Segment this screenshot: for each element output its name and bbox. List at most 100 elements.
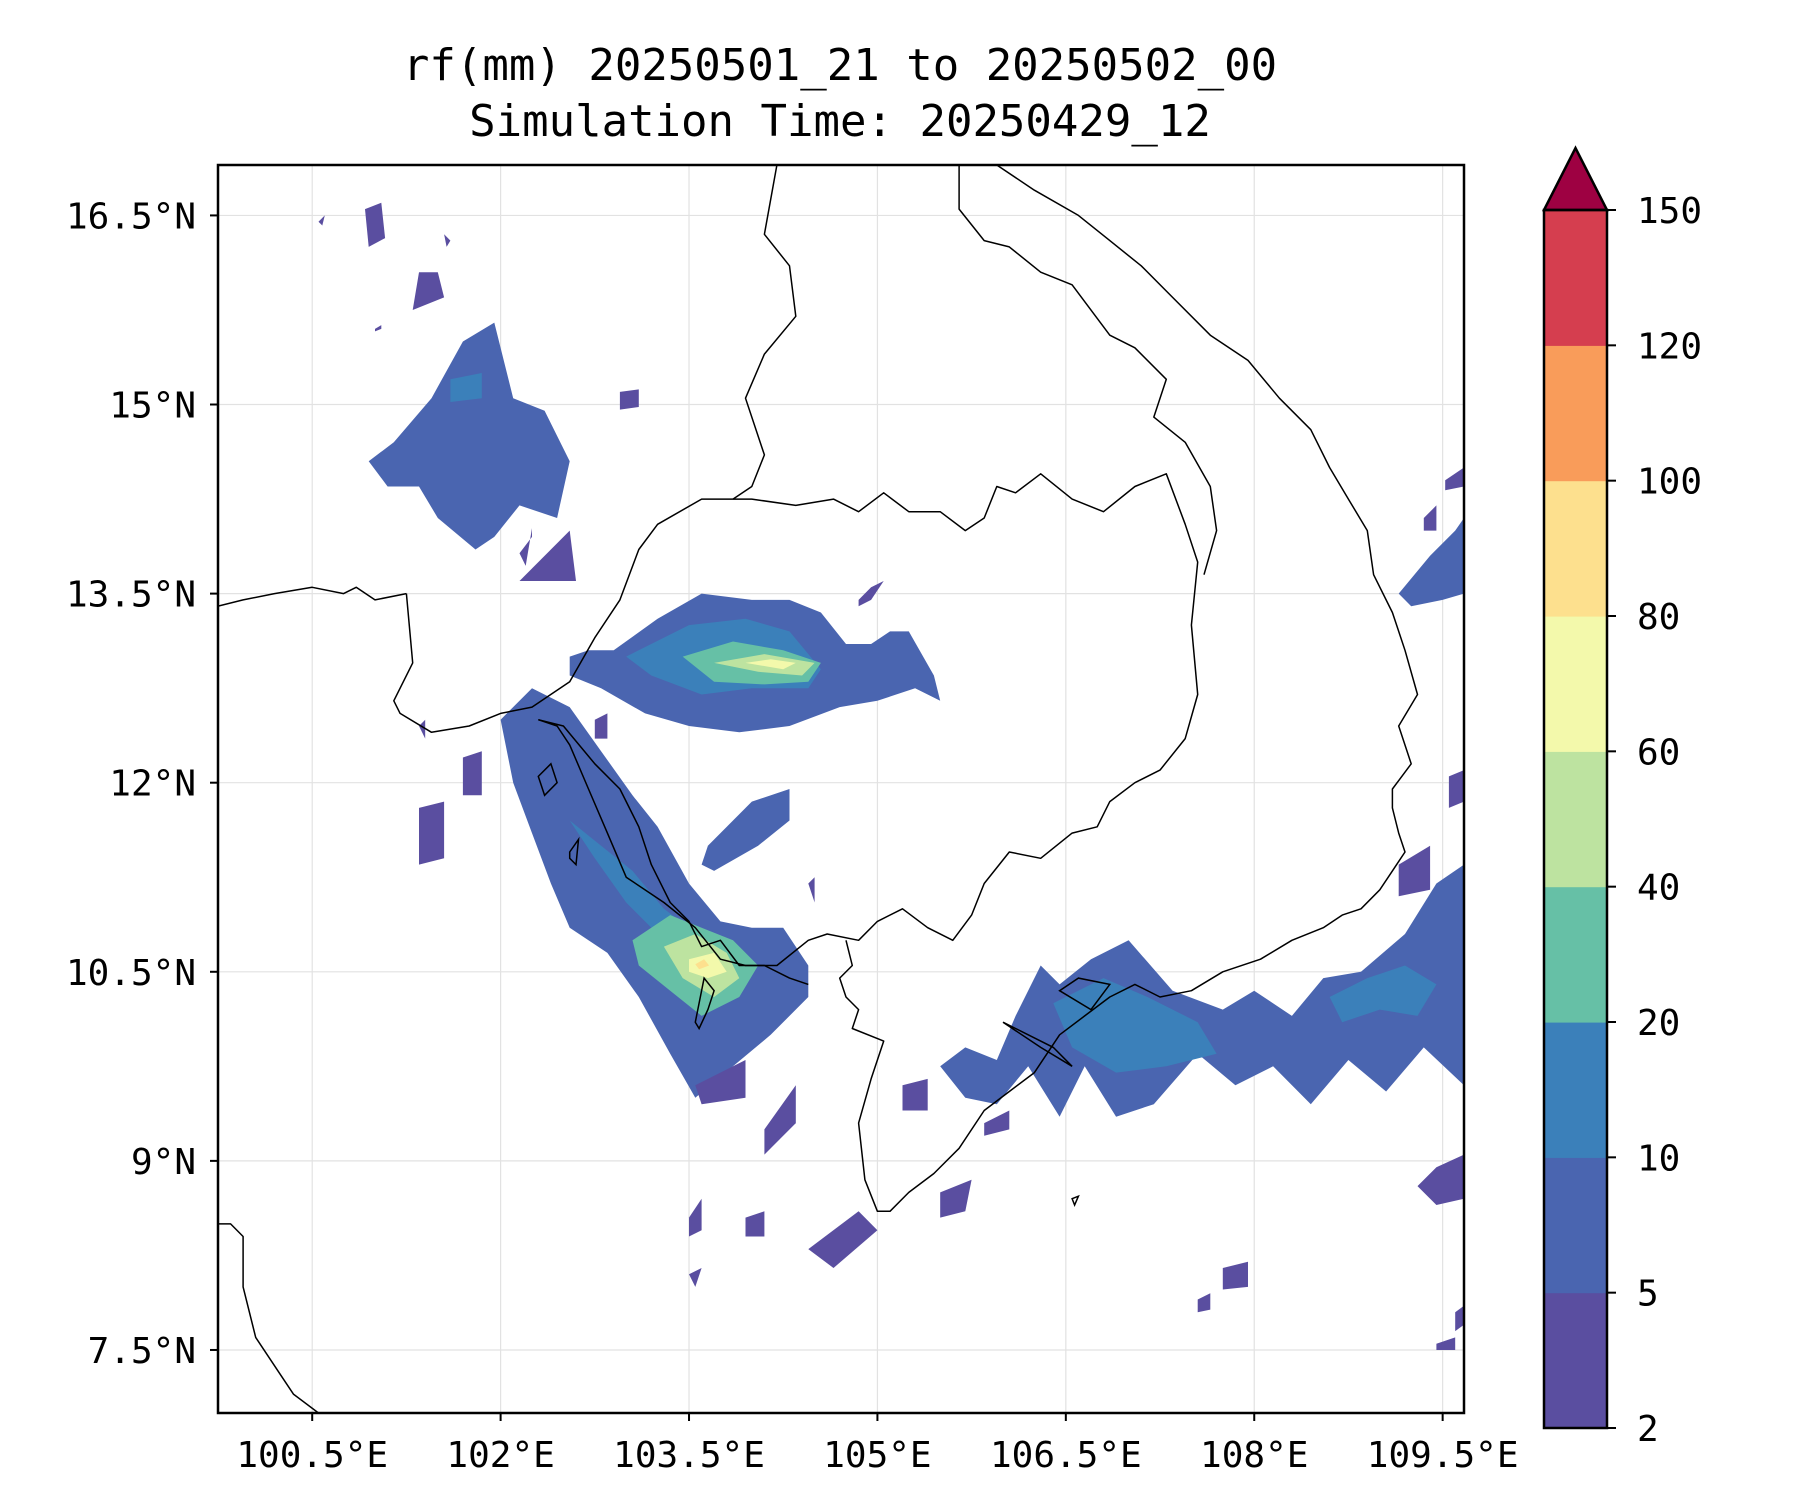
figure-subtitle: Simulation Time: 20250429_12 [469,96,1211,147]
colorbar-segment [1544,886,1607,1023]
map-area: 100.5°E 102°E 103.5°E 105°E 106.5°E 108°E 109.… [66,163,1519,1476]
rain-area [619,389,639,410]
rain-area [1329,965,1437,1023]
island-outline [1058,977,1112,1011]
rain-area [1436,1337,1456,1350]
colorbar-segment [1544,480,1607,617]
rain-area [745,1211,765,1237]
lat-tick-label: 7.5°N [88,1331,196,1372]
colorbar-tick-label: 40 [1637,868,1680,909]
rain-area [1398,845,1431,897]
rain-area [375,325,382,332]
lat-tick-label: 12°N [109,764,196,805]
rain-area [940,864,1464,1117]
rain-area [689,1198,702,1237]
island-outline [537,762,558,797]
lon-tick-label: 103.5°E [613,1435,765,1476]
lon-tick-label: 102°E [446,1435,554,1476]
rain-area [462,751,482,796]
rain-area [689,1268,702,1287]
rain-area [318,215,325,226]
lat-tick-label: 10.5°N [66,953,196,994]
rain-area [808,1211,878,1268]
colorbar-segment [1544,616,1607,752]
rain-area [701,789,790,871]
rain-area [412,272,445,310]
colorbar: 2 5 10 20 40 60 80 100 120 150 [1541,145,1702,1450]
colorbar-segment [1544,210,1607,346]
map-frame [216,163,1466,1415]
rain-area [368,322,570,550]
colorbar-extend-arrow [1541,145,1610,212]
rain-area [764,1085,796,1155]
rain-area [695,959,710,970]
colorbar-frame [1542,208,1609,1430]
rain-area [1445,467,1464,491]
rain-area [1455,1305,1464,1332]
coastline [218,1223,319,1413]
colorbar-tick-label: 80 [1637,597,1680,638]
rain-area [594,713,608,739]
graticule [218,165,1464,1413]
island-outline [1071,1194,1080,1207]
colorbar-tick-label: 100 [1637,462,1702,503]
country-border [732,165,797,500]
rain-area [1417,1154,1464,1205]
colorbar-tick-label: 2 [1637,1409,1659,1450]
country-border [958,165,1218,575]
colorbar-segments [1541,145,1610,1430]
colorbar-tick-label: 150 [1637,191,1702,232]
rain-area [940,1179,972,1218]
latitude-axis: 16.5°N 15°N 13.5°N 12°N 10.5°N 9°N 7.5°N [66,196,218,1372]
colorbar-segment [1544,751,1607,888]
rain-area [695,1060,746,1105]
lat-tick-label: 13.5°N [66,575,196,616]
lon-tick-label: 105°E [823,1435,931,1476]
colorbar-tick-label: 20 [1637,1003,1680,1044]
rain-area [1053,978,1217,1073]
rainfall-contours [318,202,1464,1350]
rain-area [808,877,815,903]
rain-area [1448,770,1464,808]
lon-tick-label: 109.5°E [1367,1435,1519,1476]
longitude-axis: 100.5°E 102°E 103.5°E 105°E 106.5°E 108°E 109.… [236,1413,1519,1476]
figure-title: rf(mm) 20250501_21 to 20250502_00 [403,40,1277,91]
lon-tick-label: 100.5°E [236,1435,388,1476]
colorbar-segment [1544,1292,1607,1429]
rain-area [745,659,796,670]
colorbar-segment [1544,1022,1607,1158]
country-border [218,586,407,607]
colorbar-segment [1544,345,1607,482]
map-background [218,165,1464,1413]
colorbar-ticks: 2 5 10 20 40 60 80 100 120 150 [1607,191,1702,1450]
country-border [393,473,1199,967]
rain-area [365,202,386,247]
coastline [538,718,809,986]
rain-area [984,1110,1010,1136]
rain-area [1222,1261,1248,1290]
island-outline [568,836,580,867]
geographic-lines [218,165,1419,1413]
coastline [838,165,1419,1213]
colorbar-segment [1544,1157,1607,1294]
lat-tick-label: 16.5°N [66,196,196,237]
island-outline [1002,1021,1073,1067]
lon-tick-label: 108°E [1200,1435,1308,1476]
lon-tick-label: 106.5°E [990,1435,1142,1476]
rain-area [1398,518,1464,607]
colorbar-tick-label: 120 [1637,326,1702,367]
rain-area [519,528,532,566]
rain-area [519,530,576,581]
colorbar-tick-label: 10 [1637,1138,1680,1179]
rain-area [444,234,451,247]
rain-area [450,373,482,402]
rain-area [902,1078,928,1111]
rain-area [858,581,884,607]
island-outline [694,976,715,1031]
lat-tick-label: 15°N [109,386,196,427]
rain-area [1197,1293,1211,1313]
colorbar-tick-label: 60 [1637,732,1680,773]
rain-area [419,801,445,865]
colorbar-tick-label: 5 [1637,1274,1659,1315]
